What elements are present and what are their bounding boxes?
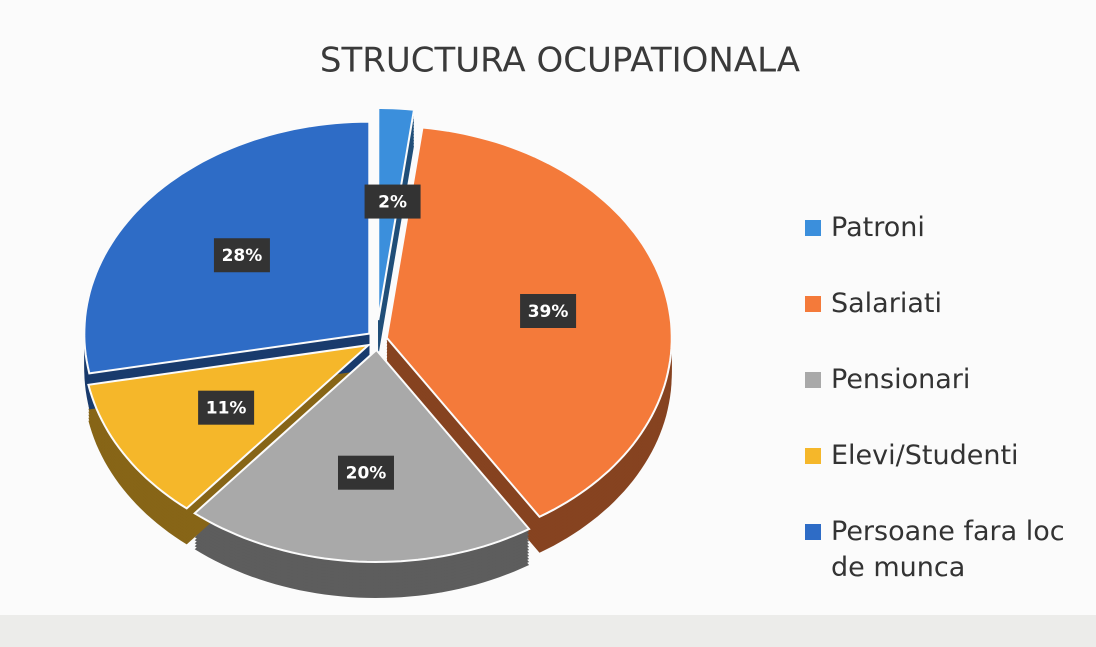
legend-label: Persoane fara loc de munca — [831, 516, 1065, 583]
legend-swatch — [805, 372, 821, 388]
value-label-box — [213, 238, 270, 273]
legend-swatch — [805, 220, 821, 236]
legend-item: Elevi/Studenti — [805, 438, 1095, 514]
legend-label: Pensionari — [831, 364, 971, 395]
legend-label: Elevi/Studenti — [831, 440, 1019, 471]
value-label: 11% — [206, 399, 247, 419]
legend-item: Patroni — [805, 210, 1095, 286]
value-label-box — [364, 184, 421, 219]
value-label: 20% — [346, 464, 387, 484]
value-label-box — [337, 455, 394, 490]
legend-item: Pensionari — [805, 362, 1095, 438]
value-label-box — [520, 293, 577, 328]
legend-item: Persoane fara loc de munca — [805, 514, 1095, 590]
slice — [87, 343, 372, 510]
legend-item: Salariati — [805, 286, 1095, 362]
legend-swatch — [805, 296, 821, 312]
legend-label: Salariati — [831, 288, 942, 319]
value-label: 2% — [378, 193, 407, 213]
chart-title: STRUCTURA OCUPATIONALA — [320, 41, 800, 81]
legend-label: Patroni — [831, 212, 925, 243]
legend-swatch — [805, 448, 821, 464]
legend-swatch — [805, 524, 821, 540]
legend: Patroni Salariati Pensionari Elevi/Studenti… — [805, 210, 1095, 590]
value-label-box — [198, 390, 255, 425]
value-label: 39% — [528, 302, 569, 322]
value-labels: 2% 39% 20% 11% 28% — [198, 184, 577, 490]
value-label: 28% — [222, 246, 263, 266]
